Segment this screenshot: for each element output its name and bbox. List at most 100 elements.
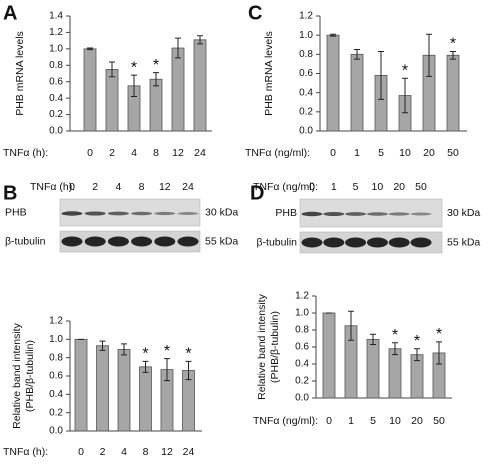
x-tick-label: 4 bbox=[121, 446, 127, 458]
blot-band bbox=[107, 211, 129, 216]
blot-band bbox=[345, 212, 367, 216]
x-tick-label: 8 bbox=[153, 147, 159, 159]
blot-band bbox=[323, 237, 345, 248]
y-tick-label: 1.0 bbox=[49, 43, 63, 54]
error-bar bbox=[378, 50, 384, 100]
y-tick-label: 0.6 bbox=[49, 76, 63, 87]
x-tick-label: 50 bbox=[447, 147, 459, 159]
y-tick-label: 1.0 bbox=[295, 308, 309, 319]
y-tick-label: 1.2 bbox=[299, 11, 313, 22]
lane-label: 5 bbox=[353, 181, 359, 193]
lane-label: 10 bbox=[372, 181, 384, 193]
blot-band bbox=[154, 211, 176, 216]
error-bar bbox=[354, 49, 360, 60]
band-size: 55 kDa bbox=[447, 236, 480, 248]
x-tick-label: 0 bbox=[330, 147, 336, 159]
x-tick-label: 8 bbox=[143, 446, 149, 458]
blot-band bbox=[131, 211, 153, 216]
lane-label: 4 bbox=[115, 181, 121, 193]
blot-band bbox=[84, 236, 106, 247]
y-tick-label: 0.0 bbox=[49, 126, 63, 137]
blot-band bbox=[84, 211, 106, 216]
y-tick-label: 0.0 bbox=[299, 126, 313, 137]
blot-band bbox=[323, 211, 345, 217]
x-tick-label: 1 bbox=[354, 147, 360, 159]
lane-label: 20 bbox=[393, 181, 405, 193]
significance-mark: * bbox=[436, 326, 442, 343]
blot-band bbox=[410, 237, 432, 248]
band-name: β-tubulin bbox=[5, 235, 46, 247]
error-bar bbox=[426, 33, 432, 77]
band-size: 30 kDa bbox=[447, 207, 480, 219]
band-name: β-tubulin bbox=[257, 236, 298, 248]
x-tick-label: 12 bbox=[161, 446, 173, 458]
y-tick-label: 0.6 bbox=[49, 371, 63, 382]
y-axis-label: Relative band intensity bbox=[11, 322, 23, 428]
error-bar bbox=[402, 77, 408, 114]
band-name: PHB bbox=[275, 207, 297, 219]
blot-band bbox=[410, 212, 432, 216]
blot-band bbox=[388, 212, 410, 216]
error-bar bbox=[164, 358, 170, 382]
error-bar bbox=[109, 61, 115, 78]
y-axis-label: (PHB/β-tubulin) bbox=[269, 311, 281, 383]
lane-label: 2 bbox=[92, 181, 98, 193]
significance-mark: * bbox=[131, 59, 137, 76]
y-tick-label: 0.0 bbox=[49, 426, 63, 437]
y-tick-label: 0.6 bbox=[299, 68, 313, 79]
y-axis-label: PHB mRNA levels bbox=[14, 31, 26, 116]
y-tick-label: 1.0 bbox=[49, 334, 63, 345]
bar bbox=[388, 348, 402, 399]
blot-band bbox=[107, 236, 129, 247]
significance-mark: * bbox=[142, 346, 148, 363]
blot-band bbox=[131, 236, 153, 247]
error-bar bbox=[330, 33, 336, 37]
significance-mark: * bbox=[414, 333, 420, 350]
y-tick-label: 0.4 bbox=[49, 389, 63, 400]
bar bbox=[117, 349, 131, 432]
blot-strip bbox=[299, 198, 443, 228]
x-tick-label: 10 bbox=[389, 415, 401, 427]
blot-x-label: TNFα (ng/ml): bbox=[253, 181, 318, 193]
x-tick-label: 20 bbox=[423, 147, 435, 159]
y-tick-label: 1.4 bbox=[49, 11, 63, 22]
x-axis-label: TNFα (h): bbox=[3, 446, 48, 458]
y-tick-label: 0.2 bbox=[295, 376, 309, 387]
panel-letter: A bbox=[3, 2, 17, 24]
band-name: PHB bbox=[5, 206, 27, 218]
error-bar bbox=[436, 341, 442, 365]
error-bar bbox=[197, 35, 203, 45]
bar bbox=[446, 54, 460, 132]
error-bar bbox=[450, 50, 456, 60]
bar bbox=[105, 68, 119, 132]
y-tick-label: 0.4 bbox=[299, 87, 313, 98]
lane-label: 24 bbox=[182, 181, 194, 193]
y-tick-label: 0.4 bbox=[295, 359, 309, 370]
x-tick-label: 5 bbox=[378, 147, 384, 159]
bar bbox=[326, 34, 340, 132]
y-tick-label: 0.6 bbox=[295, 342, 309, 353]
blot-band bbox=[388, 237, 410, 248]
x-tick-label: 20 bbox=[411, 415, 423, 427]
bar bbox=[96, 345, 109, 432]
error-bar bbox=[370, 333, 376, 345]
error-bar bbox=[414, 348, 420, 362]
y-tick-label: 0.2 bbox=[49, 109, 63, 120]
y-axis-label: Relative band intensity bbox=[256, 293, 268, 399]
blot-strip bbox=[59, 230, 201, 253]
x-tick-label: 4 bbox=[131, 147, 137, 159]
bar bbox=[149, 78, 163, 132]
bar bbox=[139, 366, 152, 432]
y-tick-label: 0.0 bbox=[295, 393, 309, 404]
error-bar bbox=[99, 340, 106, 351]
blot-band bbox=[61, 211, 83, 216]
y-tick-label: 1.2 bbox=[49, 316, 63, 327]
bar bbox=[350, 53, 364, 132]
blot-band bbox=[345, 237, 367, 248]
bar bbox=[83, 48, 97, 132]
significance-mark: * bbox=[185, 346, 191, 363]
blot-band bbox=[366, 212, 388, 216]
blot-band bbox=[154, 236, 176, 247]
bar bbox=[410, 354, 424, 399]
x-tick-label: 24 bbox=[183, 446, 195, 458]
